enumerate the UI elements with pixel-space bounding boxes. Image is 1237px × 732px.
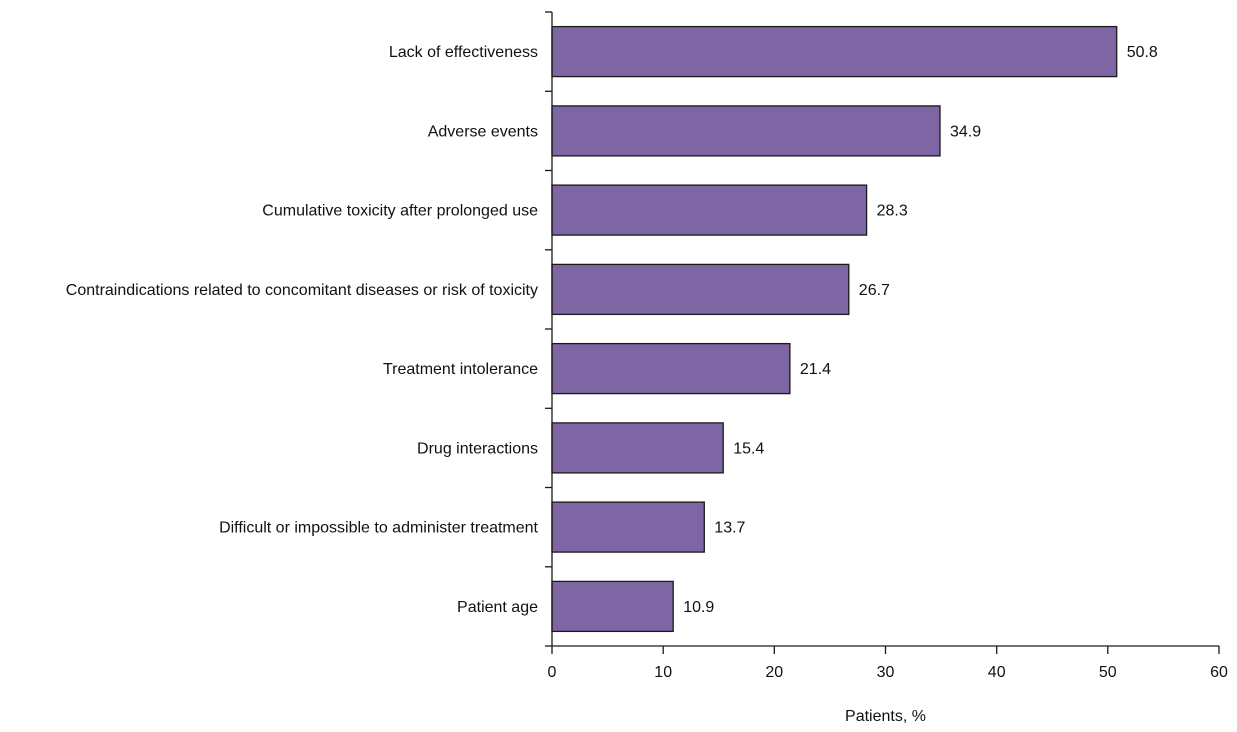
category-label: Lack of effectiveness [389, 44, 538, 61]
bar [551, 580, 674, 633]
bar [551, 342, 791, 395]
x-tick-label: 60 [1210, 664, 1228, 681]
bar [551, 105, 941, 157]
ticks-group: 0 10 20 30 40 50 60 [545, 11, 1228, 681]
x-tick-label: 0 [548, 664, 557, 681]
category-label: Contraindications related to concomitant… [66, 282, 538, 299]
value-labels-group: 50.8 34.9 28.3 26.7 21.4 15.4 13.7 10.9 [683, 44, 1158, 616]
x-tick-label: 50 [1099, 664, 1117, 681]
x-tick-label: 10 [654, 664, 672, 681]
bar [551, 501, 705, 553]
value-label: 28.3 [877, 203, 908, 220]
category-label: Drug interactions [417, 440, 538, 457]
value-label: 26.7 [859, 282, 890, 299]
category-labels-group: Lack of effectiveness Adverse events Cumul… [66, 44, 539, 616]
x-axis-title: Patients, % [845, 708, 926, 725]
x-tick-label: 20 [765, 664, 783, 681]
category-label: Cumulative toxicity after prolonged use [262, 203, 538, 220]
bar [551, 25, 1118, 78]
value-label: 21.4 [800, 361, 831, 378]
x-tick-label: 40 [988, 664, 1006, 681]
value-label: 13.7 [714, 520, 745, 537]
bar [551, 184, 868, 236]
value-label: 10.9 [683, 599, 714, 616]
category-label: Adverse events [428, 123, 538, 140]
value-label: 34.9 [950, 123, 981, 140]
category-label: Difficult or impossible to administer tr… [219, 520, 538, 537]
category-label: Patient age [457, 599, 538, 616]
bars-group [551, 25, 1118, 633]
value-label: 15.4 [733, 440, 764, 457]
value-label: 50.8 [1127, 44, 1158, 61]
category-label: Treatment intolerance [383, 361, 538, 378]
bar [551, 422, 724, 474]
x-tick-label: 30 [877, 664, 895, 681]
bar [551, 263, 850, 316]
